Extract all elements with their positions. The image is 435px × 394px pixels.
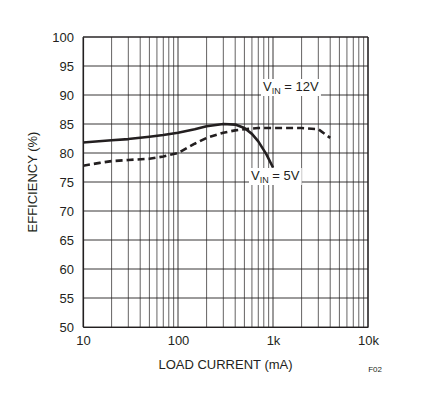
tick-label: 90 xyxy=(60,88,74,103)
tick: 100 xyxy=(52,30,83,45)
axis-line xyxy=(84,327,369,328)
tick-label: 10k xyxy=(358,333,379,348)
grid-line xyxy=(83,37,368,38)
grid-line xyxy=(83,37,84,327)
tick-label: 1k xyxy=(267,333,281,348)
tick-label: 95 xyxy=(60,59,74,74)
grid-line xyxy=(83,66,368,67)
tick-label: 100 xyxy=(168,333,190,348)
tick-label: 80 xyxy=(60,146,74,161)
grid-line xyxy=(83,240,368,241)
tick: 75 xyxy=(60,175,83,190)
tick: 70 xyxy=(60,204,83,219)
frame xyxy=(367,37,368,327)
y-axis-title: EFFICIENCY (%) xyxy=(25,132,40,233)
tick-label: 65 xyxy=(60,233,74,248)
series-line xyxy=(83,128,330,166)
tick: 80 xyxy=(60,146,83,161)
tick: 85 xyxy=(60,117,83,132)
tick-label: 10 xyxy=(76,333,90,348)
tick: 55 xyxy=(60,291,83,306)
series-label: VIN = 12V xyxy=(263,79,319,96)
y-axis: 50 55 60 65 70 75 80 85 90 95 100 xyxy=(52,30,83,335)
tick: 100 xyxy=(168,327,190,348)
grid-line xyxy=(83,269,368,270)
grid-line xyxy=(83,182,368,183)
tick: 95 xyxy=(60,59,83,74)
tick-label: 60 xyxy=(60,262,74,277)
tick: 50 xyxy=(60,320,83,335)
grid-line xyxy=(83,153,368,154)
x-axis: 10 100 1k 10k xyxy=(76,327,379,348)
tick-label: 75 xyxy=(60,175,74,190)
tick: 90 xyxy=(60,88,83,103)
grid-line xyxy=(368,37,369,327)
tick-label: 85 xyxy=(60,117,74,132)
grid xyxy=(83,37,368,327)
grid-line xyxy=(83,298,368,299)
series-line xyxy=(83,124,273,168)
label-background xyxy=(261,79,321,96)
tick-label: 50 xyxy=(60,320,74,335)
axis-line xyxy=(83,38,84,328)
label-background xyxy=(249,168,302,185)
lines xyxy=(83,124,330,168)
grid-line xyxy=(83,211,368,212)
frame xyxy=(83,36,368,37)
tick-label: 70 xyxy=(60,204,74,219)
x-axis-title: LOAD CURRENT (mA) xyxy=(158,357,292,372)
tick-label: 55 xyxy=(60,291,74,306)
tick-label: 100 xyxy=(52,30,74,45)
chart: 10 100 1k 10k 50 55 60 65 70 75 80 85 90 95 100 LOAD CU… xyxy=(0,0,435,394)
tick: 60 xyxy=(60,262,83,277)
tick: 10k xyxy=(358,327,379,348)
grid-line xyxy=(83,327,368,328)
grid-line xyxy=(83,95,368,96)
tick: 10 xyxy=(76,327,90,348)
tick: 65 xyxy=(60,233,83,248)
series-label: VIN = 5V xyxy=(251,168,300,185)
tick: 1k xyxy=(267,327,281,348)
figure-code: F02 xyxy=(368,365,382,374)
